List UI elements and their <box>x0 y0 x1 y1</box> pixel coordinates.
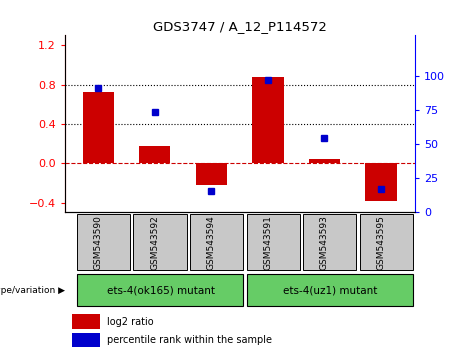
Text: genotype/variation ▶: genotype/variation ▶ <box>0 286 65 295</box>
Bar <box>83 92 114 163</box>
FancyBboxPatch shape <box>134 214 187 270</box>
Bar <box>196 163 227 185</box>
FancyBboxPatch shape <box>303 214 356 270</box>
Bar <box>71 314 100 329</box>
Bar <box>253 77 284 163</box>
Text: GSM543593: GSM543593 <box>320 215 329 270</box>
Bar <box>366 163 396 201</box>
Text: GSM543594: GSM543594 <box>207 215 216 269</box>
FancyBboxPatch shape <box>190 214 243 270</box>
FancyBboxPatch shape <box>360 214 413 270</box>
Bar <box>309 159 340 163</box>
Text: ets-4(ok165) mutant: ets-4(ok165) mutant <box>106 285 215 295</box>
Bar <box>139 145 171 163</box>
Text: percentile rank within the sample: percentile rank within the sample <box>106 335 272 345</box>
Text: log2 ratio: log2 ratio <box>106 316 153 327</box>
Bar <box>71 332 100 347</box>
Text: GSM543591: GSM543591 <box>264 215 272 270</box>
Text: ets-4(uz1) mutant: ets-4(uz1) mutant <box>283 285 377 295</box>
Title: GDS3747 / A_12_P114572: GDS3747 / A_12_P114572 <box>153 20 327 33</box>
FancyBboxPatch shape <box>247 274 413 306</box>
Text: GSM543590: GSM543590 <box>94 215 103 270</box>
FancyBboxPatch shape <box>247 214 300 270</box>
Text: GSM543595: GSM543595 <box>377 215 385 270</box>
Text: GSM543592: GSM543592 <box>150 215 160 269</box>
FancyBboxPatch shape <box>77 214 130 270</box>
FancyBboxPatch shape <box>77 274 243 306</box>
